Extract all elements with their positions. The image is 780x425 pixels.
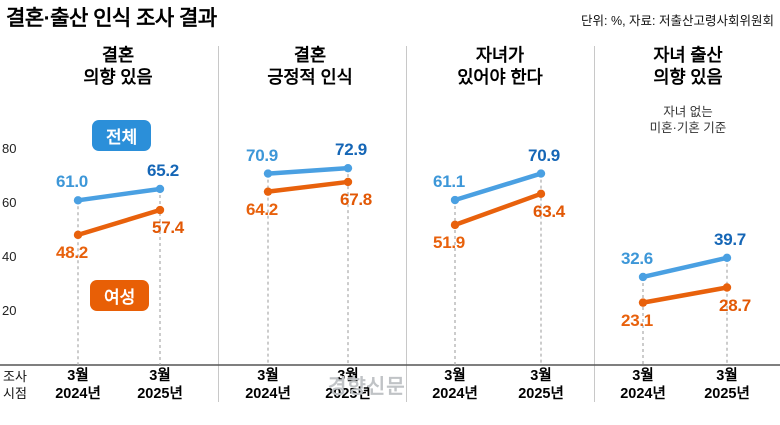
panel-title: 자녀가 있어야 한다 xyxy=(457,45,543,87)
x-tick-label: 3월 2025년 xyxy=(704,368,750,402)
women-value-label: 48.2 xyxy=(56,242,88,262)
women-point xyxy=(450,220,460,230)
women-point xyxy=(536,189,546,199)
x-tick-label: 3월 2025년 xyxy=(137,368,183,402)
women-point xyxy=(155,205,165,215)
x-tick-label: 3월 2025년 xyxy=(325,368,371,402)
total-point xyxy=(450,195,460,205)
watermark: 경향신문 xyxy=(328,376,406,398)
total-value-label: 65.2 xyxy=(147,160,179,180)
total-line xyxy=(265,165,351,176)
unit-source-note: 단위: %, 자료: 저출산고령사회위원회 xyxy=(581,14,774,28)
women-line xyxy=(265,179,351,194)
x-tick-label: 3월 2024년 xyxy=(55,368,101,402)
x-tick-label: 3월 2025년 xyxy=(518,368,564,402)
total-value-label: 70.9 xyxy=(528,145,560,165)
total-value-label: 39.7 xyxy=(714,229,746,249)
total-value-label: 72.9 xyxy=(335,140,367,160)
total-value-label: 70.9 xyxy=(246,145,278,165)
total-value-label: 61.1 xyxy=(433,172,465,192)
panel-note: 자녀 없는 미혼·기혼 기준 xyxy=(649,105,727,135)
x-tick-label: 3월 2024년 xyxy=(620,368,666,402)
women-point xyxy=(73,230,83,240)
total-point xyxy=(73,196,83,205)
women-value-label: 51.9 xyxy=(433,232,465,252)
women-point xyxy=(343,177,353,187)
panel-title: 결혼 긍정적 인식 xyxy=(267,45,353,87)
women-line xyxy=(75,207,163,238)
total-point xyxy=(722,253,732,263)
total-line xyxy=(640,255,730,280)
total-value-label: 61.0 xyxy=(56,172,88,192)
women-point xyxy=(722,283,732,292)
total-line xyxy=(452,171,544,203)
x-axis-caption: 조사 시점 xyxy=(3,369,27,401)
y-tick-label: 40 xyxy=(2,249,17,264)
total-point xyxy=(343,163,353,173)
women-value-label: 28.7 xyxy=(719,295,751,315)
y-tick-label: 80 xyxy=(2,141,17,156)
women-value-label: 57.4 xyxy=(152,218,184,238)
total-line xyxy=(75,186,163,203)
total-point xyxy=(638,272,648,282)
women-value-label: 63.4 xyxy=(533,201,565,221)
total-point xyxy=(536,169,546,178)
x-tick-label: 3월 2024년 xyxy=(432,368,478,402)
women-value-label: 67.8 xyxy=(340,189,372,209)
y-tick-label: 20 xyxy=(2,303,17,318)
legend-women-badge: 여성 xyxy=(90,280,150,311)
women-value-label: 64.2 xyxy=(246,199,278,219)
women-line xyxy=(452,191,544,228)
total-point xyxy=(155,184,165,194)
women-line xyxy=(640,285,730,305)
page-title: 결혼·출산 인식 조사 결과 xyxy=(6,7,217,30)
women-point xyxy=(638,298,648,307)
total-point xyxy=(263,169,273,178)
women-value-label: 23.1 xyxy=(621,310,653,330)
y-tick-label: 60 xyxy=(2,195,17,210)
panel-title: 결혼 의향 있음 xyxy=(83,45,153,87)
x-tick-label: 3월 2024년 xyxy=(245,368,291,402)
women-point xyxy=(263,187,273,196)
total-value-label: 32.6 xyxy=(621,248,653,268)
panel-title: 자녀 출산 의향 있음 xyxy=(653,45,723,87)
legend-total-badge: 전체 xyxy=(92,120,152,151)
